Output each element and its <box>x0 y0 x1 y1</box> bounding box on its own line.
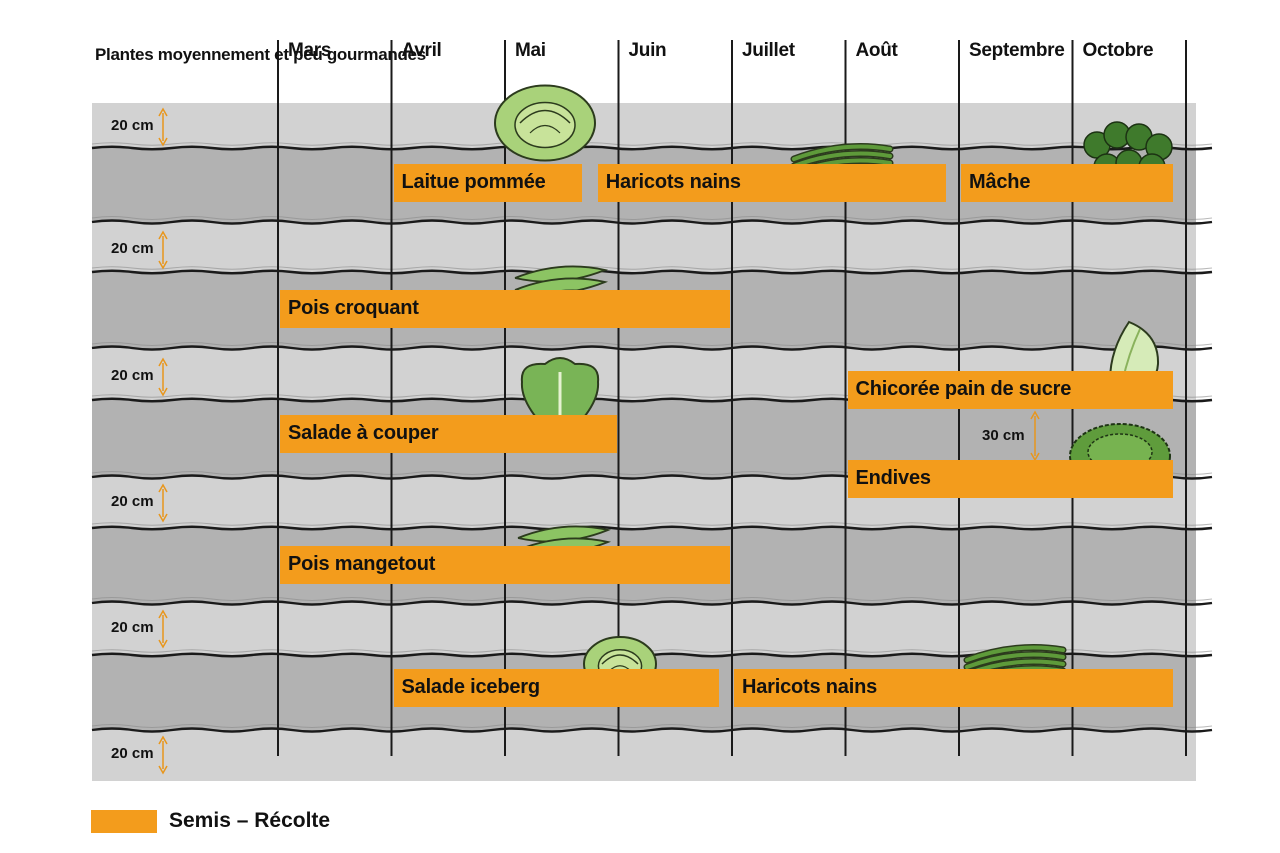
ridge-line <box>91 727 1213 733</box>
legend-label: Semis – Récolte <box>169 809 331 832</box>
crop-bar-label: Salade iceberg <box>401 676 541 698</box>
ridge-line <box>91 269 1213 275</box>
row-spacing-label: 20 cm <box>111 367 154 384</box>
spacing-arrow-head <box>158 137 168 147</box>
month-label-4: Juillet <box>742 40 795 61</box>
ridge-line <box>91 525 1213 531</box>
ridge-line <box>91 345 1213 351</box>
month-label-0: Mars <box>288 40 332 61</box>
crop-bar: Pois mangetout <box>280 546 730 584</box>
legend-swatch <box>91 810 157 833</box>
crop-bar-label: Pois croquant <box>288 297 419 319</box>
month-label-1: Avril <box>401 40 442 61</box>
month-label-6: Septembre <box>969 40 1065 61</box>
row-spacing-label: 20 cm <box>111 493 154 510</box>
crop-bar-label: Mâche <box>969 171 1031 193</box>
ridge-line <box>91 145 1213 151</box>
crop-bar: Chicorée pain de sucre <box>847 371 1173 409</box>
crop-bar: Laitue pommée <box>393 164 583 202</box>
crop-bar: Pois croquant <box>280 290 730 328</box>
spacing-arrow-head <box>158 609 168 619</box>
ridge-line <box>91 219 1213 225</box>
row-spacing-label: 20 cm <box>111 117 154 134</box>
row-spacing-label: 20 cm <box>111 619 154 636</box>
crop-bar-label: Chicorée pain de sucre <box>855 378 1072 400</box>
ridge-sketch-line <box>91 724 1213 728</box>
crop-bar: Haricots nains <box>734 669 1173 707</box>
crop-bar: Salade à couper <box>280 415 617 453</box>
spacing-arrow-head <box>158 639 168 649</box>
inner-spacing-label: 30 cm <box>982 427 1025 444</box>
crop-bar: Haricots nains <box>597 164 946 202</box>
spacing-arrow-head <box>158 765 168 775</box>
crop-bar-label: Salade à couper <box>288 422 439 444</box>
month-label-2: Mai <box>515 40 546 61</box>
crop-bar: Mâche <box>961 164 1173 202</box>
crop-bar-label: Laitue pommée <box>401 171 546 193</box>
month-label-5: Août <box>855 40 898 61</box>
spacing-arrow-head <box>158 107 168 117</box>
row-spacing-label: 20 cm <box>111 745 154 762</box>
crop-bar-label: Endives <box>855 467 932 489</box>
spacing-arrow-head <box>158 513 168 523</box>
spacing-arrow-head <box>158 230 168 240</box>
month-label-3: Juin <box>628 40 667 61</box>
spacing-arrow-head <box>158 357 168 367</box>
ridge-sketch-line <box>91 342 1213 346</box>
spacing-arrow-head <box>158 260 168 270</box>
row-spacing-label: 20 cm <box>111 240 154 257</box>
ridge-sketch-line <box>91 522 1213 526</box>
spacing-arrow-head <box>158 483 168 493</box>
crop-bar-label: Haricots nains <box>605 171 741 193</box>
crop-bar-label: Haricots nains <box>742 676 878 698</box>
crop-bar: Salade iceberg <box>393 669 719 707</box>
chart-title: Plantes moyennement et peu gourmandes <box>95 42 426 67</box>
crop-bar: Endives <box>847 460 1173 498</box>
crop-bar-label: Pois mangetout <box>288 553 436 575</box>
spacing-arrow-head <box>158 387 168 397</box>
ridge-sketch-line <box>91 266 1213 270</box>
ridge-sketch-line <box>91 597 1213 601</box>
spacing-arrow-head <box>158 735 168 745</box>
ridge-line <box>91 600 1213 606</box>
chart-title-text: Plantes moyennement et peu gourmandes <box>95 45 426 64</box>
spacing-arrow-head <box>1030 410 1040 420</box>
ridge-sketch-line <box>91 142 1213 146</box>
ridge-sketch-line <box>91 216 1213 220</box>
butterhead-lettuce-icon <box>494 84 596 162</box>
month-label-7: Octobre <box>1082 40 1154 61</box>
